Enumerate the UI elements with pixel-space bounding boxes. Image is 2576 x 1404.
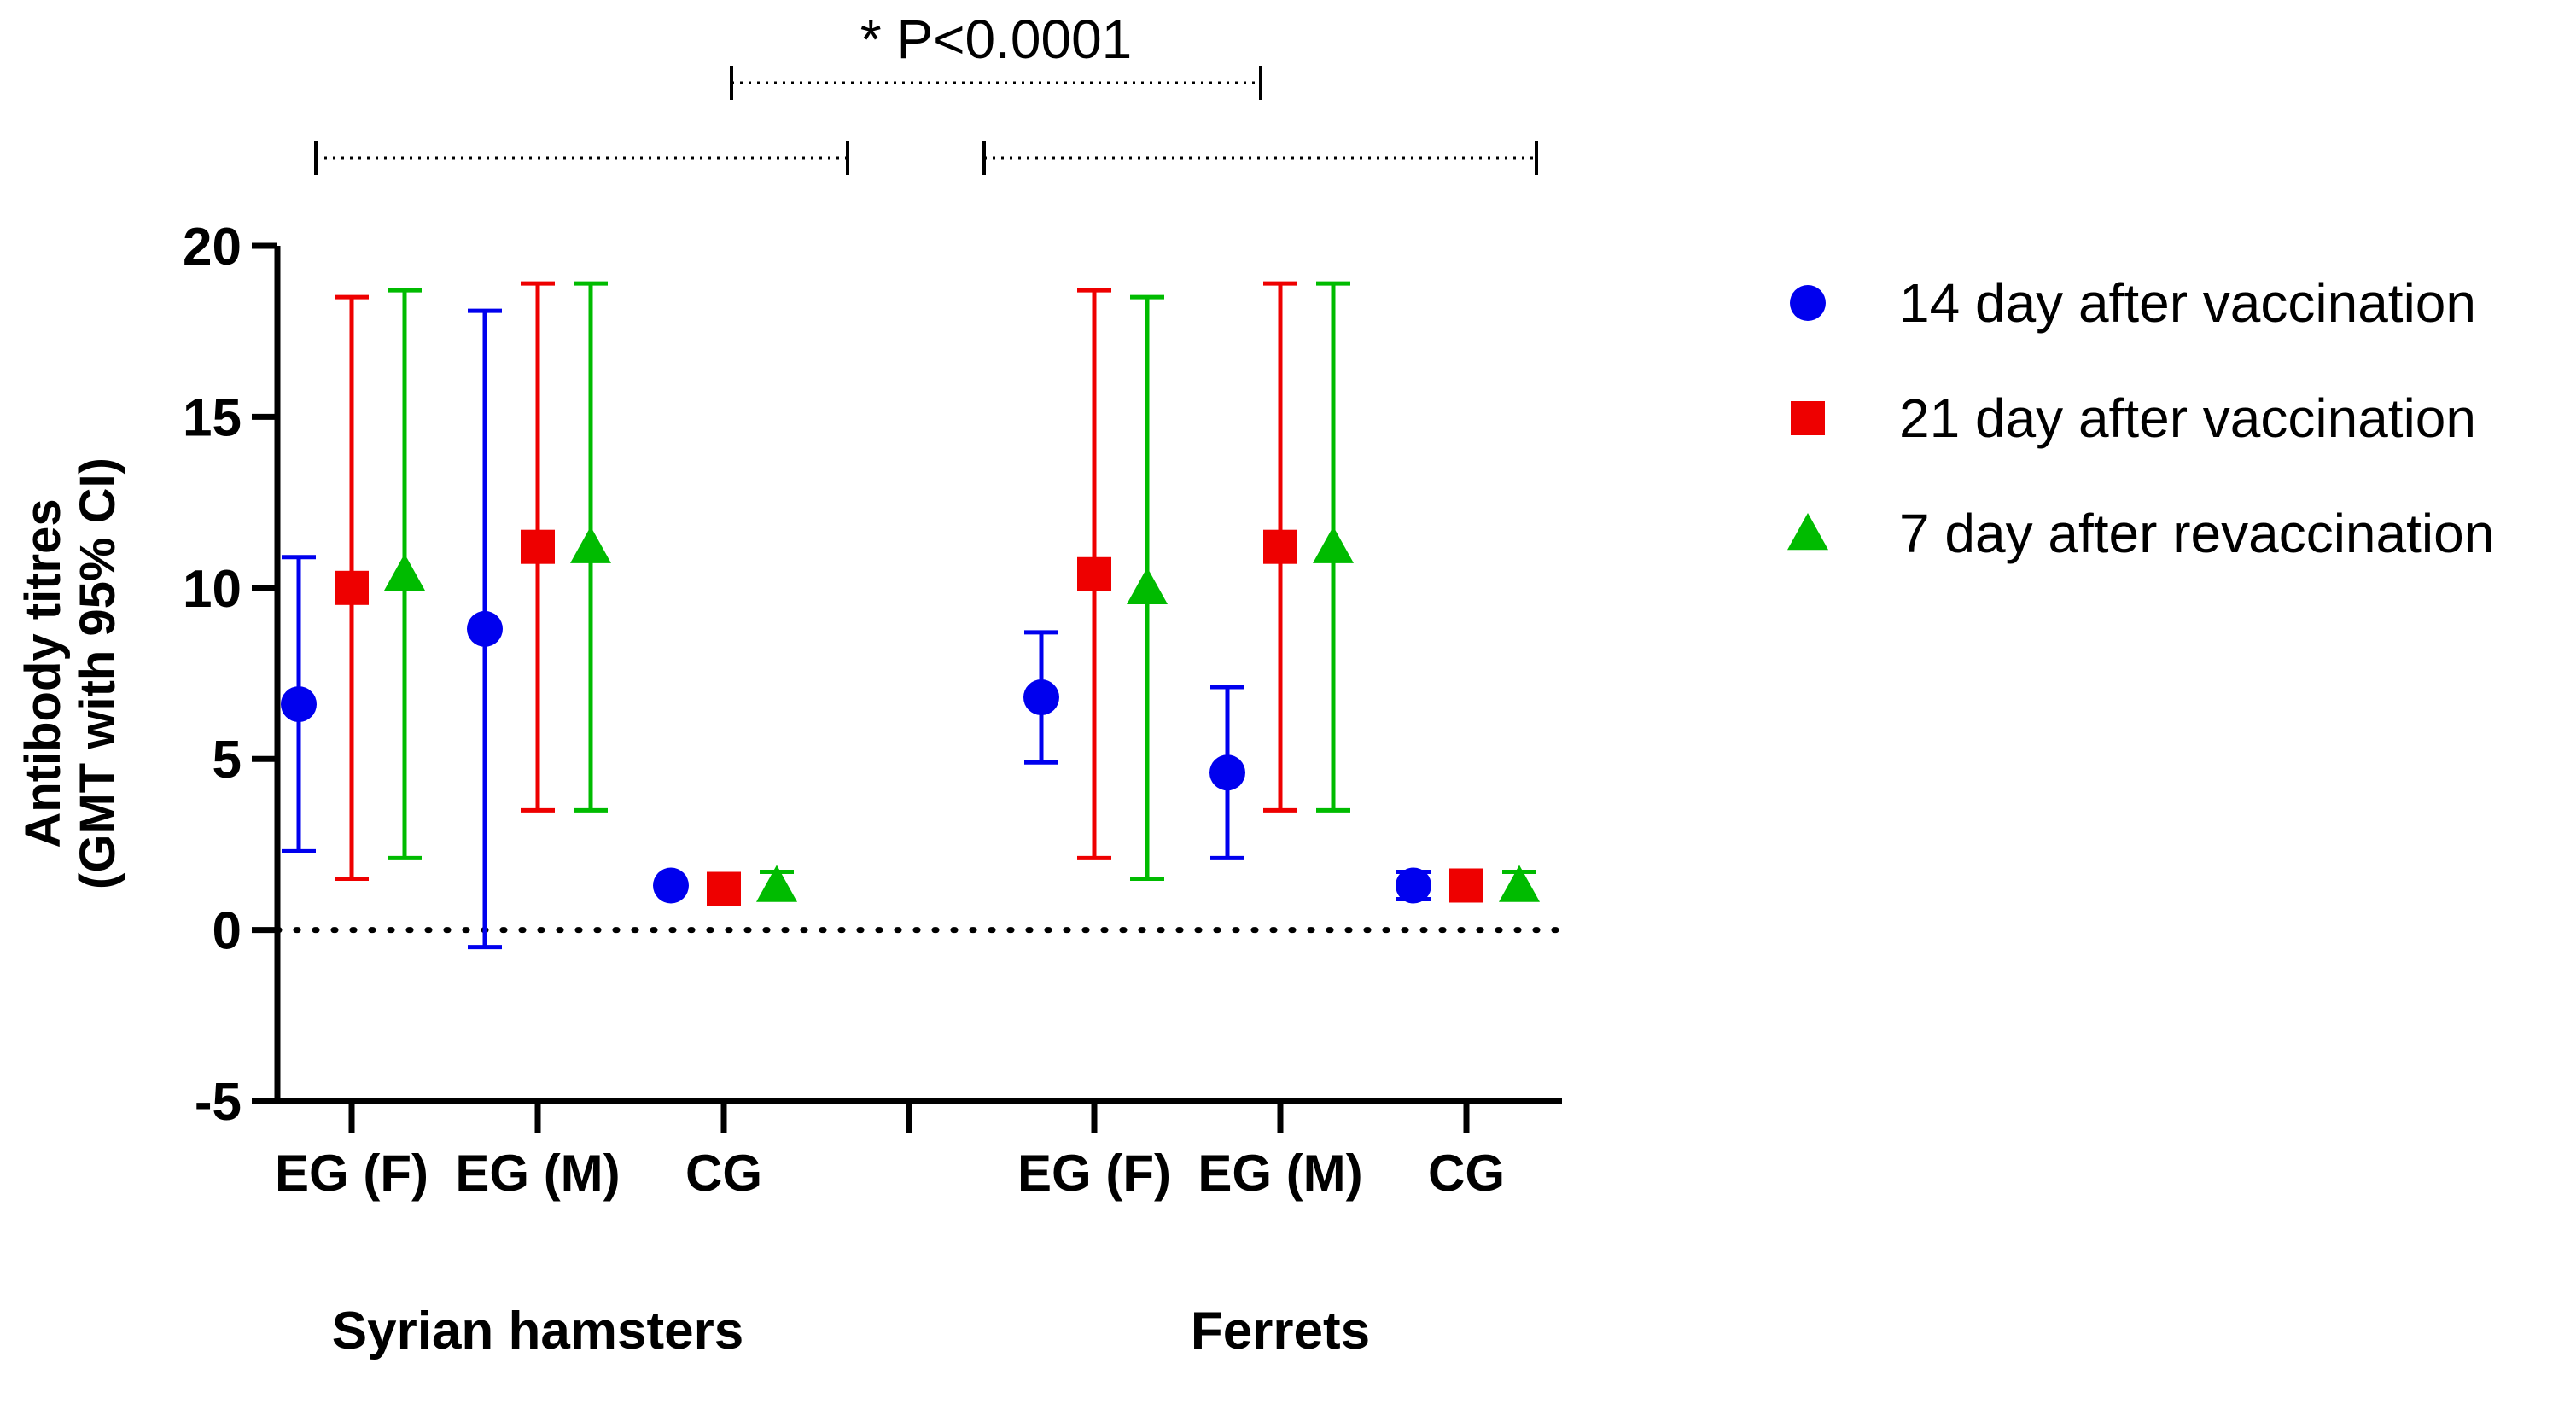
y-tick-label: 15 (183, 388, 242, 447)
data-point-triangle (1127, 567, 1168, 604)
data-point-triangle (1499, 865, 1540, 902)
axis-labels: -5 0 5 10 15 20 EG (F) EG (M) CG Syrian hamsters E… (15, 218, 1505, 1360)
data-point-circle (1209, 754, 1245, 791)
y-tick-label: -5 (195, 1073, 242, 1132)
data-point-circle (1396, 867, 1431, 904)
data-markers (281, 526, 1540, 906)
x-category-label: EG (M) (455, 1145, 620, 1202)
data-point-square (707, 871, 741, 906)
data-point-square (1449, 868, 1483, 903)
x-category-label: EG (M) (1198, 1145, 1362, 1202)
data-point-triangle (570, 526, 611, 563)
x-category-label: CG (685, 1145, 762, 1202)
significance-brackets: * P<0.0001 (314, 9, 1538, 175)
significance-label: * P<0.0001 (860, 9, 1133, 70)
y-axis-label-line-1: Antibody titres (15, 498, 71, 848)
data-point-triangle (756, 865, 797, 902)
legend-marker-circle (1790, 285, 1826, 321)
legend-marker-triangle (1787, 513, 1828, 551)
data-point-square (335, 570, 369, 605)
data-point-square (1263, 529, 1297, 564)
data-point-circle (653, 867, 689, 904)
y-tick-label: 5 (213, 731, 242, 789)
data-point-triangle (1313, 526, 1354, 563)
legend-label: 21 day after vaccination (1899, 387, 2476, 449)
y-tick-label: 10 (183, 560, 242, 619)
legend: 14 day after vaccination 21 day after vac… (1787, 272, 2494, 564)
legend-label: 7 day after revaccination (1899, 503, 2494, 564)
x-category-label: EG (F) (275, 1145, 428, 1202)
data-point-circle (467, 610, 503, 647)
data-point-circle (281, 686, 317, 723)
group-label: Ferrets (1191, 1302, 1370, 1360)
y-tick-label: 0 (213, 902, 242, 961)
data-point-square (521, 529, 555, 564)
data-point-square (1077, 556, 1111, 591)
y-tick-label: 20 (183, 218, 242, 277)
x-category-label: EG (F) (1017, 1145, 1171, 1202)
legend-marker-square (1791, 401, 1825, 435)
y-axis-label-line-2: (GMT with 95% CI) (70, 457, 125, 889)
x-category-label: CG (1428, 1145, 1505, 1202)
data-point-triangle (384, 553, 425, 591)
legend-label: 14 day after vaccination (1899, 272, 2476, 334)
axes (252, 242, 1562, 1133)
data-point-circle (1023, 679, 1059, 716)
group-label: Syrian hamsters (332, 1302, 743, 1360)
error-bars (282, 281, 1536, 950)
